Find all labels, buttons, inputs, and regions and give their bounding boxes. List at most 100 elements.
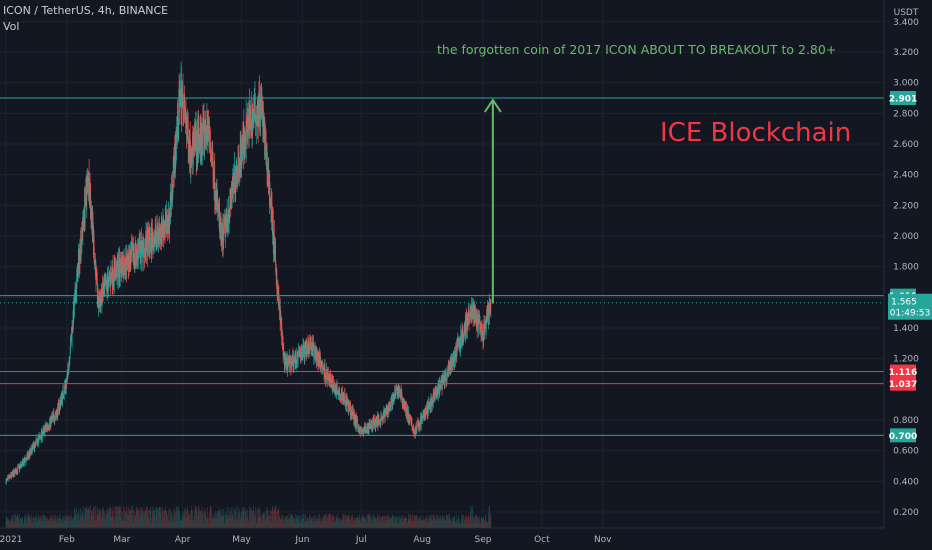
volume-bar — [165, 510, 167, 528]
volume-bar — [92, 514, 93, 528]
volume-bar — [366, 522, 367, 528]
volume-bar — [218, 514, 219, 528]
volume-bar — [343, 516, 345, 528]
volume-bar — [443, 518, 445, 528]
volume-bar — [391, 513, 393, 528]
volume-bar — [12, 522, 14, 528]
volume-bar — [459, 523, 461, 528]
volume-bar — [167, 517, 169, 528]
volume-bar — [39, 523, 41, 528]
volume-bar — [399, 516, 400, 528]
volume-bar — [482, 521, 484, 528]
volume-bar — [198, 506, 199, 528]
volume-bar — [237, 505, 239, 528]
volume-bar — [320, 517, 321, 528]
volume-bar — [113, 516, 114, 528]
volume-bar — [458, 518, 460, 528]
candle-body — [17, 466, 19, 472]
volume-bar — [396, 517, 398, 528]
countdown-label: 01:49:53 — [890, 309, 930, 319]
volume-bar — [259, 516, 261, 528]
volume-bar — [361, 517, 362, 528]
volume-bar — [29, 523, 30, 528]
volume-bar — [372, 513, 374, 528]
volume-bar — [269, 516, 271, 528]
volume-bar — [75, 514, 77, 528]
volume-bar — [45, 521, 47, 528]
volume-bar — [309, 514, 310, 528]
volume-bar — [280, 523, 281, 528]
volume-bar — [226, 514, 227, 528]
volume-bar — [405, 519, 406, 528]
volume-bar — [457, 522, 459, 528]
volume-bar — [96, 523, 98, 528]
volume-bar — [358, 517, 359, 528]
volume-bar — [449, 519, 451, 528]
volume-bar — [136, 508, 138, 528]
volume-bar — [348, 514, 350, 528]
volume-bar — [46, 517, 48, 528]
volume-bar — [352, 514, 354, 528]
volume-bar — [204, 513, 205, 528]
volume-bar — [397, 523, 398, 528]
candle-body — [274, 241, 275, 254]
volume-bar — [154, 523, 156, 528]
volume-bar — [103, 508, 104, 528]
volume-bar — [123, 522, 124, 528]
volume-bar — [50, 514, 52, 528]
volume-bar — [12, 523, 14, 528]
volume-bar — [75, 514, 76, 528]
volume-bar — [13, 514, 14, 528]
volume-bar — [293, 517, 294, 528]
volume-bar — [468, 514, 469, 528]
candle-body — [217, 197, 218, 211]
volume-bar — [342, 517, 344, 528]
volume-bar — [148, 509, 149, 528]
volume-bar — [155, 516, 156, 528]
volume-bar — [33, 523, 35, 528]
volume-bar — [60, 519, 61, 528]
volume-bar — [98, 511, 100, 528]
volume-bar — [331, 523, 333, 528]
volume-bar — [106, 519, 107, 528]
volume-bar — [153, 509, 154, 528]
time-tick-label: Feb — [59, 535, 75, 545]
candle-body — [205, 118, 206, 137]
volume-bar — [378, 517, 380, 528]
candle-body — [120, 260, 121, 268]
volume-bar — [478, 523, 480, 528]
volume-bar — [74, 508, 76, 528]
volume-bar — [398, 524, 399, 528]
volume-bar — [163, 522, 164, 528]
volume-bar — [334, 520, 336, 528]
volume-bar — [418, 519, 420, 528]
volume-bar — [231, 513, 233, 528]
volume-bar — [57, 516, 58, 528]
volume-bar — [305, 514, 306, 528]
volume-bar — [89, 519, 91, 528]
volume-bar — [354, 519, 356, 528]
volume-bar — [258, 522, 259, 528]
volume-bar — [278, 518, 279, 528]
price-tick-label: 1.800 — [893, 263, 919, 273]
volume-bar — [72, 517, 74, 528]
volume-bar — [200, 510, 201, 528]
volume-bar — [410, 517, 411, 528]
volume-bar — [188, 514, 190, 528]
volume-bar — [159, 507, 161, 528]
volume-bar — [257, 509, 259, 528]
volume-bar — [369, 521, 371, 528]
volume-bar — [223, 517, 224, 528]
candle-body — [198, 132, 199, 152]
volume-bar — [287, 518, 289, 528]
volume-bar — [316, 518, 317, 528]
volume-bar — [65, 516, 67, 528]
volume-bar — [279, 516, 280, 528]
volume-bar — [40, 515, 41, 528]
volume-bar — [129, 524, 131, 528]
candle-body — [85, 188, 87, 197]
volume-bar — [464, 524, 465, 528]
volume-bar — [33, 516, 34, 528]
volume-bar — [388, 514, 389, 528]
